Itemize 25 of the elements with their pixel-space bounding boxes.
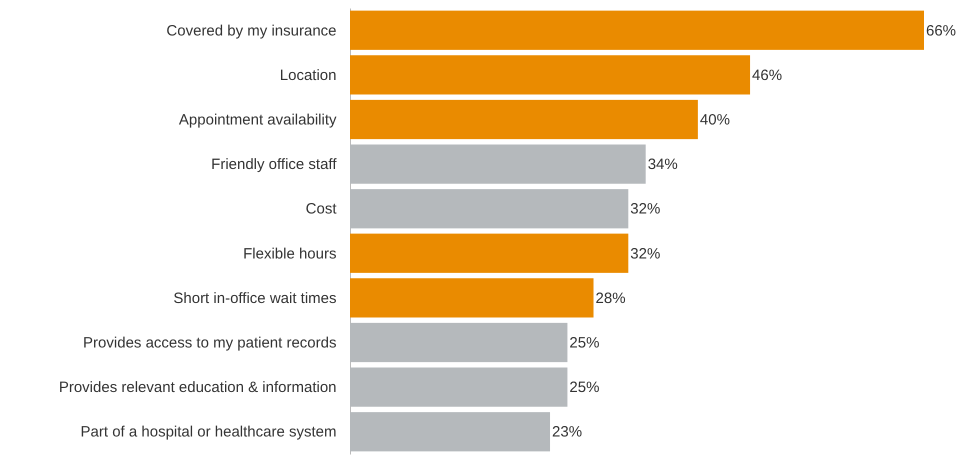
bar [350, 234, 628, 273]
data-label: 32% [630, 200, 660, 218]
y-tick-label: Cost [306, 200, 338, 218]
data-label: 34% [648, 156, 678, 174]
y-tick-label: Short in-office wait times [173, 290, 336, 307]
y-tick-label: Provides access to my patient records [83, 334, 336, 352]
y-tick-label: Part of a hospital or healthcare system [80, 424, 336, 441]
y-tick-label: Flexible hours [243, 245, 336, 262]
data-label: 25% [569, 379, 600, 396]
bar [350, 55, 750, 95]
data-label: 28% [596, 290, 626, 307]
y-tick-label: Appointment availability [178, 112, 337, 128]
bar [350, 10, 924, 50]
data-label: 40% [700, 112, 730, 128]
y-tick-label: Provides relevant education & information [58, 379, 336, 396]
data-label: 23% [552, 424, 582, 441]
y-tick-label: Covered by my insurance [166, 22, 336, 40]
y-tick-label: Friendly office staff [211, 156, 338, 174]
data-label: 25% [569, 334, 600, 352]
y-tick-label: Location [280, 66, 336, 84]
data-label: 46% [752, 66, 782, 84]
data-label: 32% [630, 245, 660, 262]
data-label: 66% [926, 22, 956, 40]
bar [350, 100, 698, 140]
bar [350, 278, 594, 318]
